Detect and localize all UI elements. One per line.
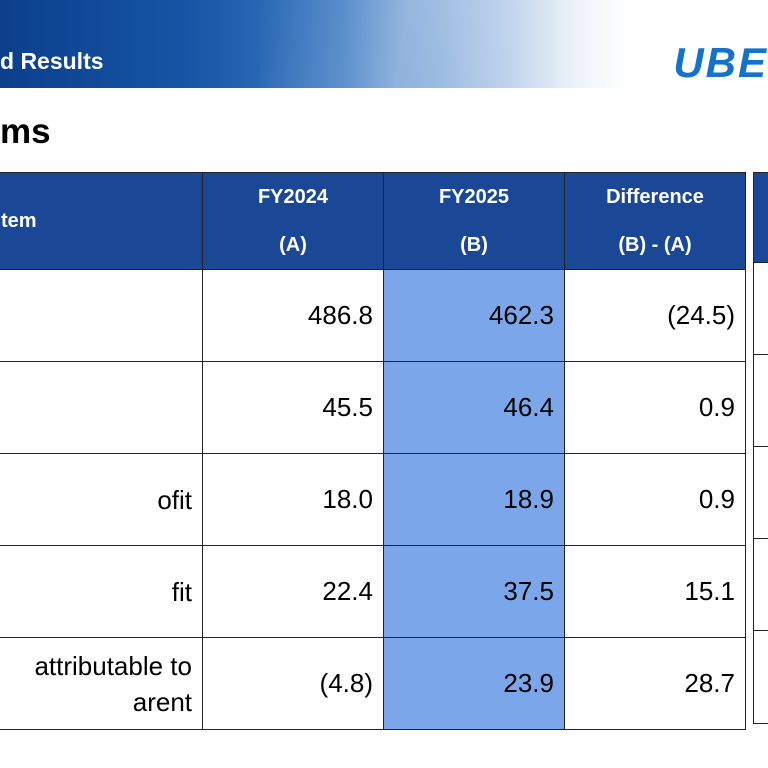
table-header-row: tem FY2024 (A) FY2025 (B) Difference (B)… [0, 172, 746, 270]
row-label [0, 361, 203, 454]
section-title: ms [0, 112, 51, 151]
header-banner: d Results UBE [0, 0, 768, 88]
row-label: ofit [0, 453, 203, 546]
column-header-item: tem [0, 172, 203, 270]
table-row: ofit 18.0 18.9 0.9 [0, 453, 746, 546]
column-header-line1: FY2025 [438, 186, 510, 208]
cell-difference: 15.1 [564, 545, 746, 638]
column-header-line2: (B) [460, 234, 488, 256]
adjacent-table-edge [753, 172, 768, 724]
adjacent-table-row [754, 262, 768, 354]
row-label: attributable to arent [0, 637, 203, 730]
column-header-line1: FY2024 [257, 186, 329, 208]
adjacent-table-row [754, 354, 768, 446]
table-row: 45.5 46.4 0.9 [0, 361, 746, 454]
cell-fy2025: 37.5 [383, 545, 565, 638]
cell-fy2025: 23.9 [383, 637, 565, 730]
cell-difference: (24.5) [564, 269, 746, 362]
cell-fy2024: 18.0 [202, 453, 384, 546]
table-row: fit 22.4 37.5 15.1 [0, 545, 746, 638]
cell-difference: 0.9 [564, 361, 746, 454]
column-header-fy2024: FY2024 (A) [202, 172, 384, 270]
cell-difference: 0.9 [564, 453, 746, 546]
cell-fy2025: 18.9 [383, 453, 565, 546]
column-header-line1: Difference [606, 186, 704, 208]
row-label: fit [0, 545, 203, 638]
table-row: 486.8 462.3 (24.5) [0, 269, 746, 362]
header-streak [260, 0, 620, 88]
cell-fy2024: 22.4 [202, 545, 384, 638]
column-header-fy2025: FY2025 (B) [383, 172, 565, 270]
adjacent-table-row [754, 538, 768, 630]
adjacent-table-row [754, 446, 768, 538]
row-label [0, 269, 203, 362]
column-header-line2: (A) [279, 234, 307, 256]
company-logo: UBE [673, 39, 768, 86]
cell-fy2024: 486.8 [202, 269, 384, 362]
table-row: attributable to arent (4.8) 23.9 28.7 [0, 637, 746, 730]
column-header-line2: (B) - (A) [618, 234, 692, 256]
column-header-line1: tem [1, 209, 37, 232]
header-title: d Results [0, 48, 104, 74]
cell-fy2024: (4.8) [202, 637, 384, 730]
cell-fy2025: 46.4 [383, 361, 565, 454]
adjacent-table-row [754, 630, 768, 722]
results-table: tem FY2024 (A) FY2025 (B) Difference (B)… [0, 172, 746, 730]
cell-fy2025: 462.3 [383, 269, 565, 362]
cell-fy2024: 45.5 [202, 361, 384, 454]
adjacent-table-header [754, 173, 768, 262]
cell-difference: 28.7 [564, 637, 746, 730]
column-header-difference: Difference (B) - (A) [564, 172, 746, 270]
